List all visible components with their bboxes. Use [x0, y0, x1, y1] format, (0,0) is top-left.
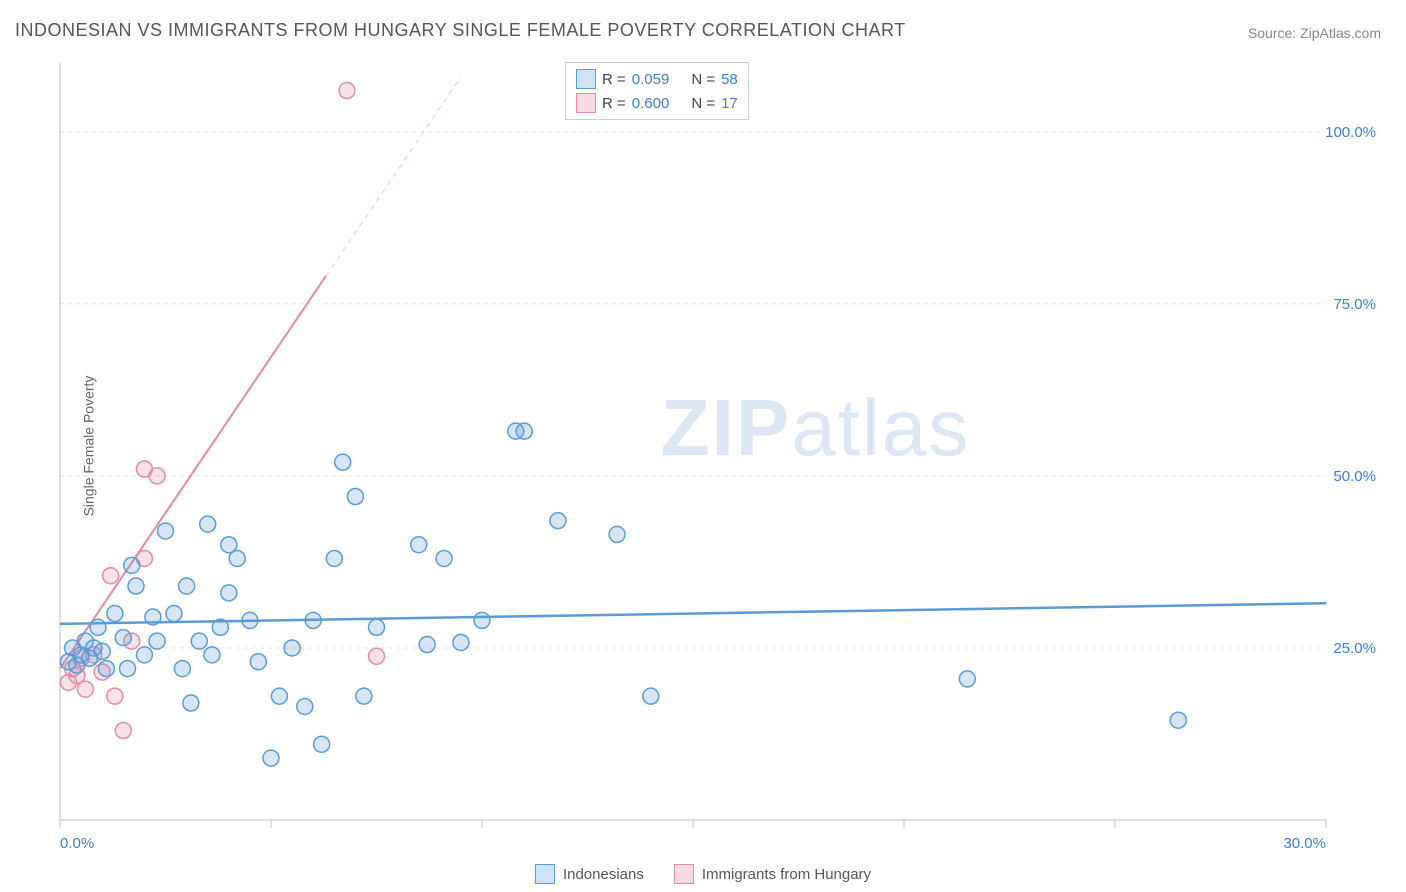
legend-swatch-icon [674, 864, 694, 884]
scatter-plot: 25.0% 50.0% 75.0% 100.0% 0.0% 30.0% [50, 55, 1381, 855]
svg-text:100.0%: 100.0% [1325, 124, 1376, 141]
r-label: R = [602, 95, 626, 112]
series-legend: Indonesians Immigrants from Hungary [535, 864, 871, 884]
svg-text:25.0%: 25.0% [1333, 640, 1376, 657]
stats-legend: R = 0.059 N = 58 R = 0.600 N = 17 [565, 62, 749, 120]
source-attribution: Source: ZipAtlas.com [1248, 25, 1381, 41]
n-label: N = [691, 71, 715, 88]
series-label: Indonesians [563, 866, 644, 883]
svg-text:0.0%: 0.0% [60, 835, 94, 852]
n-value: 17 [721, 95, 738, 112]
stats-legend-row: R = 0.059 N = 58 [576, 67, 738, 91]
source-label: Source: [1248, 25, 1296, 41]
legend-swatch-icon [576, 93, 596, 113]
svg-text:50.0%: 50.0% [1333, 468, 1376, 485]
stats-legend-row: R = 0.600 N = 17 [576, 91, 738, 115]
r-value: 0.600 [632, 95, 670, 112]
source-link[interactable]: ZipAtlas.com [1300, 25, 1381, 41]
series-legend-item: Immigrants from Hungary [674, 864, 871, 884]
chart-container: INDONESIAN VS IMMIGRANTS FROM HUNGARY SI… [0, 0, 1406, 892]
series-label: Immigrants from Hungary [702, 866, 871, 883]
n-label: N = [691, 95, 715, 112]
legend-swatch-icon [535, 864, 555, 884]
svg-text:30.0%: 30.0% [1283, 835, 1326, 852]
chart-title: INDONESIAN VS IMMIGRANTS FROM HUNGARY SI… [15, 20, 906, 41]
r-label: R = [602, 71, 626, 88]
svg-text:75.0%: 75.0% [1333, 296, 1376, 313]
series-legend-item: Indonesians [535, 864, 644, 884]
n-value: 58 [721, 71, 738, 88]
legend-swatch-icon [576, 69, 596, 89]
r-value: 0.059 [632, 71, 670, 88]
